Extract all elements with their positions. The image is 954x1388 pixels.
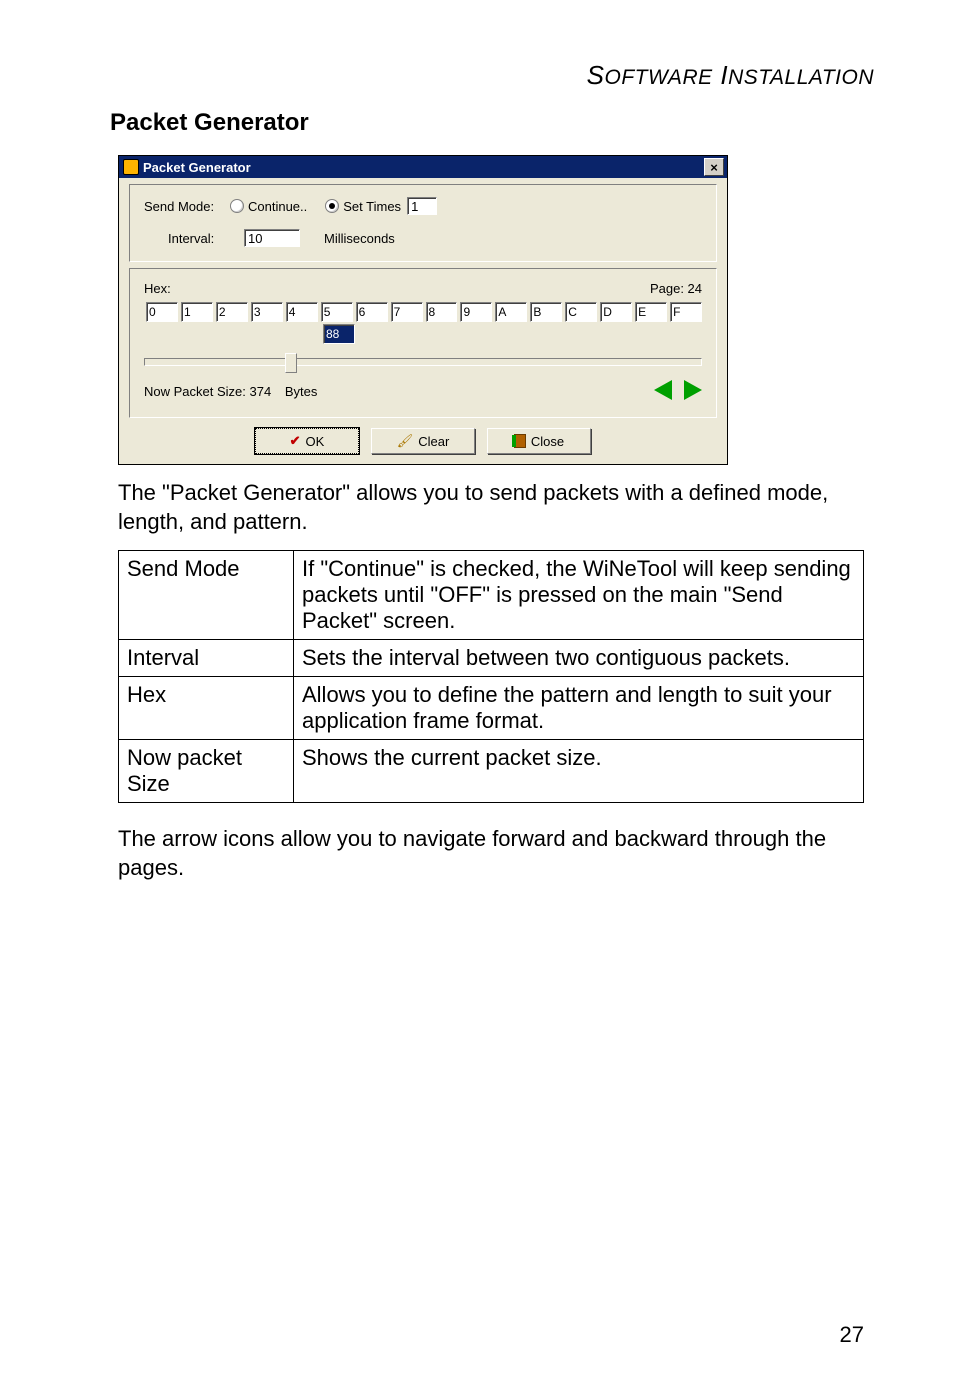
table-row: Interval Sets the interval between two c… xyxy=(119,640,864,677)
page-slider[interactable] xyxy=(144,358,702,366)
clear-button-label: Clear xyxy=(418,434,449,449)
app-icon xyxy=(123,159,139,175)
section-heading: Packet Generator xyxy=(110,109,874,137)
page-number: 27 xyxy=(840,1322,864,1348)
close-button[interactable]: Close xyxy=(487,428,591,454)
hex-cell[interactable]: A xyxy=(495,302,527,322)
set-times-input[interactable]: 1 xyxy=(407,197,437,215)
continue-radio[interactable] xyxy=(230,199,244,213)
packet-size-label: Now Packet Size: 374 xyxy=(144,384,271,399)
ok-button[interactable]: ✔ OK xyxy=(255,428,359,454)
hex-cell[interactable]: E xyxy=(635,302,667,322)
ok-button-label: OK xyxy=(306,434,325,449)
hex-group: Hex: Page: 24 0 1 2 3 4 5 6 7 8 9 A B C xyxy=(129,268,717,418)
hex-cell[interactable]: 1 xyxy=(181,302,213,322)
hex-selected-cell[interactable]: 88 xyxy=(323,324,355,344)
dialog-titlebar: Packet Generator × xyxy=(119,156,727,178)
table-cell-val: Shows the current packet size. xyxy=(294,740,864,803)
hex-cell[interactable]: 4 xyxy=(286,302,318,322)
properties-table: Send Mode If "Continue" is checked, the … xyxy=(118,550,864,803)
hex-value-row: 88 xyxy=(146,324,702,344)
continue-label: Continue.. xyxy=(248,199,307,214)
close-icon[interactable]: × xyxy=(704,158,724,176)
hex-cell[interactable]: 8 xyxy=(426,302,458,322)
next-page-icon[interactable] xyxy=(684,380,702,400)
header-cap2: I xyxy=(713,60,728,90)
packet-size-unit: Bytes xyxy=(285,384,318,399)
hex-cell[interactable]: 6 xyxy=(356,302,388,322)
body-paragraph-2: The arrow icons allow you to navigate fo… xyxy=(118,825,874,882)
check-icon: ✔ xyxy=(290,433,301,449)
page-header: SOFTWARE INSTALLATION xyxy=(110,60,874,91)
hex-cell[interactable]: 5 xyxy=(321,302,353,322)
table-cell-key: Now packet Size xyxy=(119,740,294,803)
hex-cell[interactable]: D xyxy=(600,302,632,322)
hex-cell[interactable]: 3 xyxy=(251,302,283,322)
table-row: Send Mode If "Continue" is checked, the … xyxy=(119,551,864,640)
header-cap1: S xyxy=(587,60,605,90)
prev-page-icon[interactable] xyxy=(654,380,672,400)
hex-cell[interactable]: F xyxy=(670,302,702,322)
table-cell-key: Interval xyxy=(119,640,294,677)
clear-button[interactable]: 🖌 Clear xyxy=(371,428,475,454)
interval-label: Interval: xyxy=(168,231,244,246)
set-times-label: Set Times xyxy=(343,199,401,214)
table-cell-key: Hex xyxy=(119,677,294,740)
close-button-label: Close xyxy=(531,434,564,449)
brush-icon: 🖌 xyxy=(397,433,414,449)
dialog-button-row: ✔ OK 🖌 Clear Close xyxy=(129,428,717,454)
interval-unit: Milliseconds xyxy=(324,231,395,246)
hex-cell[interactable]: 2 xyxy=(216,302,248,322)
dialog-title: Packet Generator xyxy=(143,160,251,175)
hex-cell[interactable]: 7 xyxy=(391,302,423,322)
interval-input[interactable]: 10 xyxy=(244,229,300,247)
hex-cell[interactable]: C xyxy=(565,302,597,322)
hex-cell[interactable]: 9 xyxy=(460,302,492,322)
hex-header-row: 0 1 2 3 4 5 6 7 8 9 A B C D E F xyxy=(146,302,702,322)
packet-generator-dialog: Packet Generator × Send Mode: Continue..… xyxy=(118,155,728,465)
table-row: Hex Allows you to define the pattern and… xyxy=(119,677,864,740)
table-cell-val: Sets the interval between two contiguous… xyxy=(294,640,864,677)
hex-label: Hex: xyxy=(144,281,171,296)
hex-page-label: Page: 24 xyxy=(650,281,702,296)
slider-thumb[interactable] xyxy=(285,353,297,373)
send-mode-label: Send Mode: xyxy=(144,199,230,214)
set-times-radio[interactable] xyxy=(325,199,339,213)
send-settings-group: Send Mode: Continue.. Set Times 1 Interv… xyxy=(129,184,717,262)
table-cell-val: If "Continue" is checked, the WiNeTool w… xyxy=(294,551,864,640)
header-rest1: OFTWARE xyxy=(605,66,713,89)
door-icon xyxy=(514,434,526,448)
body-paragraph-1: The "Packet Generator" allows you to sen… xyxy=(118,479,874,536)
table-row: Now packet Size Shows the current packet… xyxy=(119,740,864,803)
table-cell-key: Send Mode xyxy=(119,551,294,640)
hex-cell[interactable]: 0 xyxy=(146,302,178,322)
header-rest2: NSTALLATION xyxy=(728,66,874,89)
table-cell-val: Allows you to define the pattern and len… xyxy=(294,677,864,740)
hex-cell[interactable]: B xyxy=(530,302,562,322)
